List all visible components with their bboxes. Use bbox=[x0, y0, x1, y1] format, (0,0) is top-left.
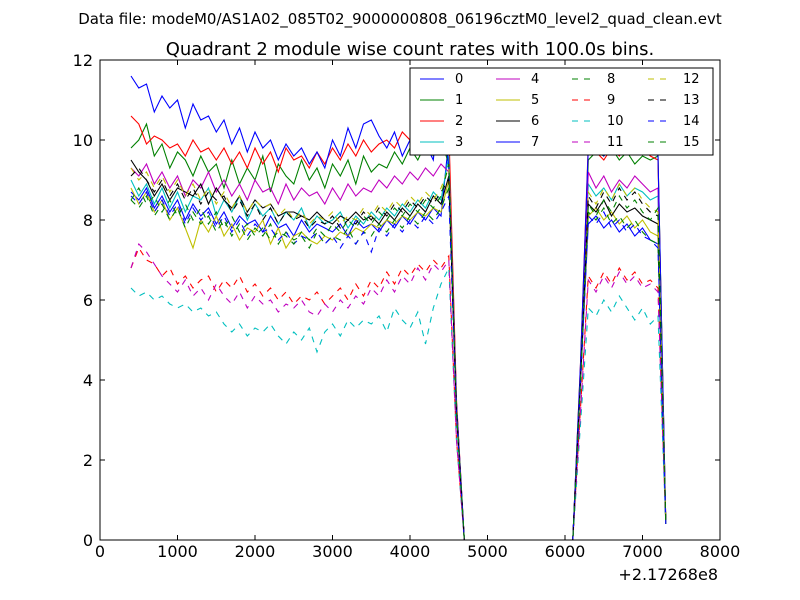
x-tick-label: 5000 bbox=[467, 542, 508, 561]
y-tick-label: 0 bbox=[83, 531, 93, 550]
legend-label: 5 bbox=[531, 93, 539, 108]
legend-label: 0 bbox=[455, 72, 463, 87]
series-line-13 bbox=[130, 167, 667, 541]
legend-label: 4 bbox=[531, 72, 539, 87]
x-tick-label: 3000 bbox=[312, 542, 353, 561]
x-tick-label: 2000 bbox=[235, 542, 276, 561]
legend-label: 14 bbox=[683, 114, 700, 129]
y-tick-label: 10 bbox=[73, 131, 93, 150]
legend-label: 13 bbox=[683, 93, 700, 108]
legend-label: 7 bbox=[531, 135, 539, 150]
legend-label: 9 bbox=[607, 93, 615, 108]
x-tick-label: 8000 bbox=[700, 542, 741, 561]
series-line-11 bbox=[130, 242, 667, 541]
x-tick-label: 4000 bbox=[390, 542, 431, 561]
chart-suptitle: Data file: modeM0/AS1A02_085T02_90000008… bbox=[78, 10, 722, 29]
y-tick-label: 8 bbox=[83, 211, 93, 230]
y-tick-label: 4 bbox=[83, 371, 93, 390]
legend-label: 2 bbox=[455, 114, 463, 129]
legend-label: 1 bbox=[455, 93, 463, 108]
x-tick-label: 1000 bbox=[157, 542, 198, 561]
chart-title: Quadrant 2 module wise count rates with … bbox=[166, 39, 655, 60]
legend-label: 6 bbox=[531, 114, 539, 129]
y-tick-label: 6 bbox=[83, 291, 93, 310]
legend-label: 10 bbox=[607, 114, 624, 129]
x-tick-label: 0 bbox=[95, 542, 105, 561]
legend-label: 11 bbox=[607, 135, 624, 150]
legend-label: 3 bbox=[455, 135, 463, 150]
x-tick-label: 7000 bbox=[622, 542, 663, 561]
legend-label: 15 bbox=[683, 135, 700, 150]
x-tick-label: 6000 bbox=[545, 542, 586, 561]
x-offset-label: +2.17268e8 bbox=[618, 565, 718, 584]
legend-label: 12 bbox=[683, 72, 700, 87]
x-axis: 0 1000 2000 3000 4000 5000 6000 7000 8000 bbox=[95, 60, 740, 561]
y-tick-label: 2 bbox=[83, 451, 93, 470]
legend-box bbox=[409, 67, 714, 156]
series-line-15 bbox=[130, 163, 667, 541]
series-line-12 bbox=[130, 167, 667, 541]
series-layer bbox=[130, 75, 667, 541]
y-tick-label: 12 bbox=[73, 51, 93, 70]
legend-label: 8 bbox=[607, 72, 615, 87]
